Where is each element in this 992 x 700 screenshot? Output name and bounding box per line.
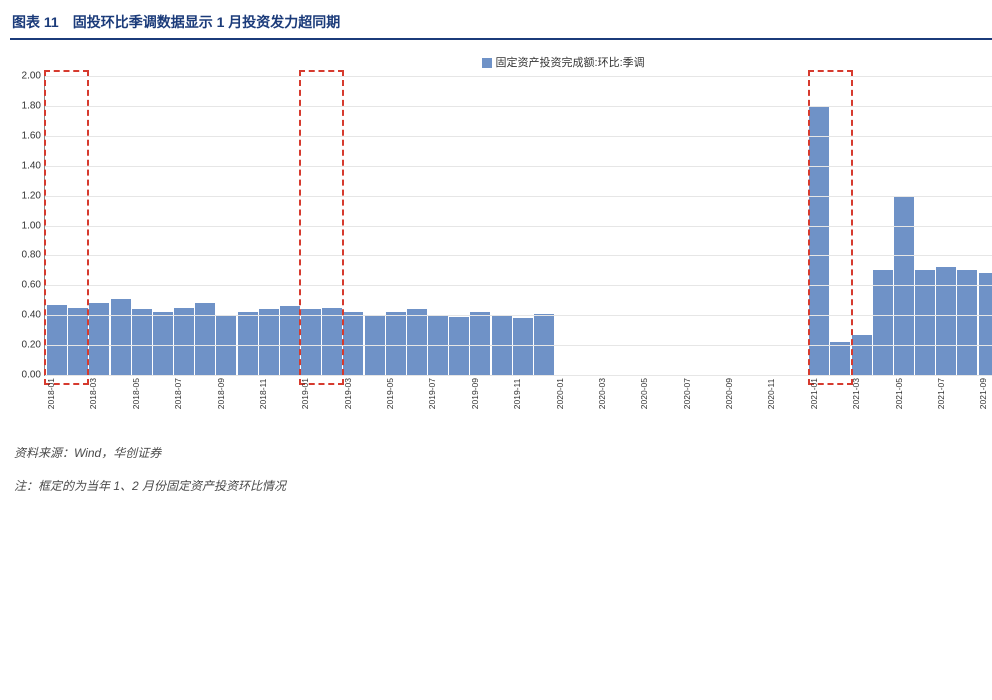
x-axis-label: 2020-11: [766, 378, 786, 409]
y-axis-label: 0.60: [15, 280, 41, 291]
gridline: [45, 196, 992, 197]
bar: [68, 308, 88, 375]
x-axis-label: 2020-09: [724, 378, 744, 409]
y-axis-label: 1.00: [15, 220, 41, 231]
chart-area: 固定资产投资完成额:环比:季调 0.000.200.400.600.801.00…: [10, 50, 992, 430]
x-axis-label: 2019-03: [343, 378, 363, 409]
gridline: [45, 166, 992, 167]
x-axis-label: 2020-03: [597, 378, 617, 409]
gridline: [45, 255, 992, 256]
bar: [852, 335, 872, 375]
chart-title: 图表 11 固投环比季调数据显示 1 月投资发力超同期: [10, 8, 992, 40]
y-axis-label: 1.80: [15, 100, 41, 111]
gridline: [45, 285, 992, 286]
y-axis-label: 1.40: [15, 160, 41, 171]
bar: [301, 309, 321, 375]
y-axis-label: 0.80: [15, 250, 41, 261]
chart-plot: 0.000.200.400.600.801.001.201.401.601.80…: [44, 76, 992, 376]
x-axis-label: 2021-01: [809, 378, 829, 409]
x-axis-label: 2018-09: [216, 378, 236, 409]
x-axis-label: 2020-05: [639, 378, 659, 409]
legend-label: 固定资产投资完成额:环比:季调: [496, 57, 645, 69]
bar: [513, 318, 533, 375]
chart-source: 资料来源：Wind，华创证券: [10, 444, 992, 461]
x-axis-label: 2020-07: [682, 378, 702, 409]
x-axis-label: 2018-11: [258, 378, 278, 409]
chart-xlabels: 2018-012018-022018-032018-042018-052018-…: [44, 376, 992, 409]
y-axis-label: 2.00: [15, 71, 41, 82]
x-axis-label: 2019-07: [427, 378, 447, 409]
gridline: [45, 76, 992, 77]
x-axis-label: 2021-09: [978, 378, 992, 409]
bar: [386, 312, 406, 375]
bar: [979, 273, 992, 375]
bar: [809, 106, 829, 375]
x-axis-label: 2018-01: [46, 378, 66, 409]
gridline: [45, 136, 992, 137]
bar: [174, 308, 194, 375]
x-axis-label: 2021-05: [894, 378, 914, 409]
gridline: [45, 315, 992, 316]
x-axis-label: 2021-03: [851, 378, 871, 409]
bar: [470, 312, 490, 375]
x-axis-label: 2019-09: [470, 378, 490, 409]
bar: [132, 309, 152, 375]
x-axis-label: 2019-11: [512, 378, 532, 409]
bar: [407, 309, 427, 375]
bar: [89, 303, 109, 375]
y-axis-label: 0.20: [15, 340, 41, 351]
x-axis-label: 2019-05: [385, 378, 405, 409]
gridline: [45, 375, 992, 376]
gridline: [45, 226, 992, 227]
gridline: [45, 106, 992, 107]
x-axis-label: 2019-01: [300, 378, 320, 409]
bar: [936, 267, 956, 375]
bar: [259, 309, 279, 375]
bar: [153, 312, 173, 375]
bar: [238, 312, 258, 375]
bar: [343, 312, 363, 375]
x-axis-label: 2021-07: [936, 378, 956, 409]
bar: [830, 342, 850, 375]
bar: [111, 299, 131, 375]
gridline: [45, 345, 992, 346]
x-axis-label: 2020-01: [555, 378, 575, 409]
x-axis-label: 2018-07: [173, 378, 193, 409]
x-axis-label: 2018-05: [131, 378, 151, 409]
y-axis-label: 0.00: [15, 370, 41, 381]
y-axis-label: 1.20: [15, 190, 41, 201]
y-axis-label: 1.60: [15, 130, 41, 141]
bar: [280, 306, 300, 375]
left-panel: 图表 11 固投环比季调数据显示 1 月投资发力超同期 固定资产投资完成额:环比…: [10, 8, 992, 535]
y-axis-label: 0.40: [15, 310, 41, 321]
chart-footnote: 注：框定的为当年 1、2 月份固定资产投资环比情况: [10, 477, 992, 494]
x-axis-label: 2018-03: [88, 378, 108, 409]
bar: [322, 308, 342, 375]
legend-swatch: [482, 58, 492, 68]
bar: [195, 303, 215, 375]
chart-legend: 固定资产投资完成额:环比:季调: [16, 54, 992, 70]
